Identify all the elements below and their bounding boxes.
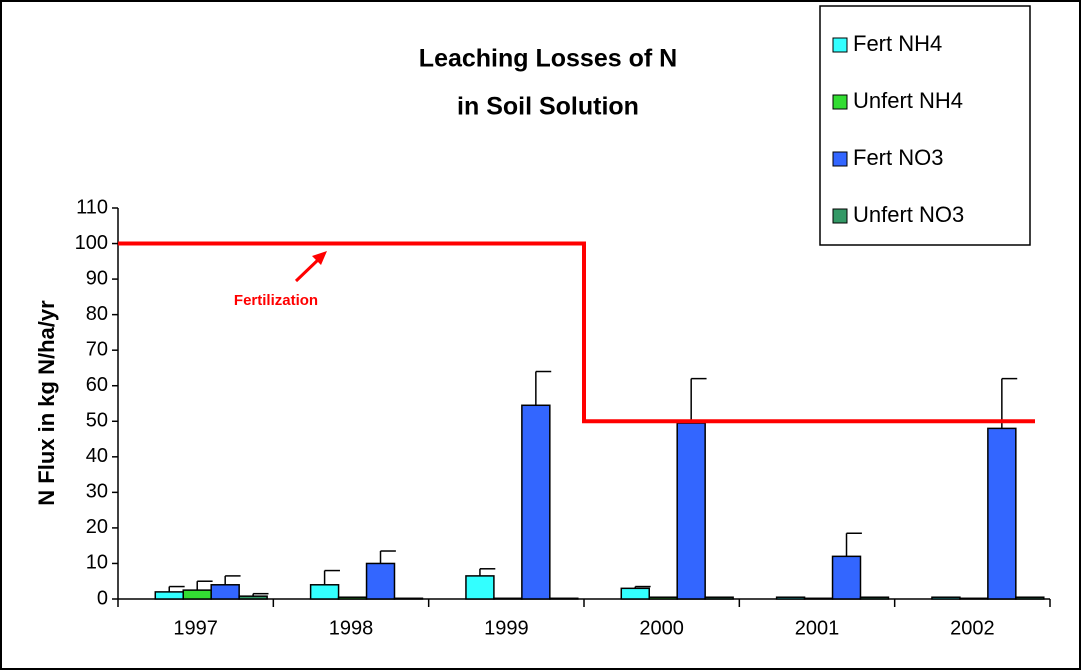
error-bar: [323, 569, 340, 585]
bar: [521, 404, 551, 600]
bar: [831, 555, 862, 600]
y-tick-label: 40: [86, 445, 108, 467]
y-tick-label: 50: [86, 410, 108, 432]
error-bar: [634, 585, 651, 589]
bar: [704, 596, 734, 600]
annotation: Fertilization: [234, 292, 318, 309]
y-tick-label: 20: [86, 516, 108, 538]
y-tick-label: 60: [86, 374, 108, 396]
bar: [931, 596, 961, 600]
bar: [309, 584, 340, 600]
bar: [365, 562, 396, 600]
bar: [775, 596, 806, 600]
x-tick-label: 1999: [484, 617, 529, 639]
legend-label: Fert NO3: [853, 145, 943, 170]
bar: [238, 595, 268, 600]
bar: [987, 427, 1017, 600]
bar: [859, 596, 890, 600]
legend-swatch: [832, 94, 848, 110]
error-bar: [535, 370, 552, 406]
y-axis-label: N Flux in kg N/ha/yr: [34, 300, 59, 506]
legend-swatch: [832, 208, 848, 224]
bar: [959, 597, 989, 600]
error-bar: [252, 592, 269, 597]
x-tick-label: 1998: [329, 617, 374, 639]
y-tick-label: 110: [76, 196, 108, 218]
x-tick-label: 2002: [950, 617, 995, 639]
y-tick-label: 100: [75, 232, 108, 254]
bar: [1015, 596, 1045, 600]
legend-label: Unfert NH4: [853, 88, 963, 113]
error-bar: [479, 568, 496, 576]
annotation-arrowhead: [312, 251, 327, 265]
bar: [154, 591, 184, 600]
annotation-arrow: [294, 256, 322, 283]
bar: [493, 597, 523, 600]
y-tick-label: 0: [97, 587, 108, 609]
error-bar: [690, 377, 707, 424]
bar: [549, 597, 579, 600]
y-tick-label: 80: [86, 303, 108, 325]
bar: [676, 422, 706, 600]
x-tick-label: 1997: [173, 617, 218, 639]
error-bar: [224, 575, 241, 585]
bar: [648, 596, 678, 600]
bar: [803, 597, 834, 600]
error-bar: [168, 585, 185, 592]
y-tick-label: 10: [86, 552, 108, 574]
bar: [337, 596, 368, 600]
error-bar: [196, 580, 213, 591]
y-tick-label: 30: [86, 481, 108, 503]
x-tick-label: 2000: [639, 617, 684, 639]
bar: [182, 589, 212, 600]
chart-title: in Soil Solution: [457, 93, 639, 121]
legend-label: Unfert NO3: [853, 202, 964, 227]
bar: [465, 575, 495, 600]
error-bar: [379, 550, 396, 564]
chart-title: Leaching Losses of N: [419, 45, 677, 73]
bar: [210, 584, 240, 600]
y-tick-label: 70: [86, 338, 108, 360]
bar: [393, 597, 424, 600]
bar: [620, 587, 650, 600]
y-tick-label: 90: [86, 267, 108, 289]
legend-label: Fert NH4: [853, 31, 942, 56]
fertilization-line: [118, 241, 1035, 424]
legend: [819, 5, 1031, 246]
legend-swatch: [832, 37, 848, 53]
error-bar: [845, 532, 862, 557]
legend-swatch: [832, 151, 848, 167]
x-tick-label: 2001: [795, 617, 840, 639]
